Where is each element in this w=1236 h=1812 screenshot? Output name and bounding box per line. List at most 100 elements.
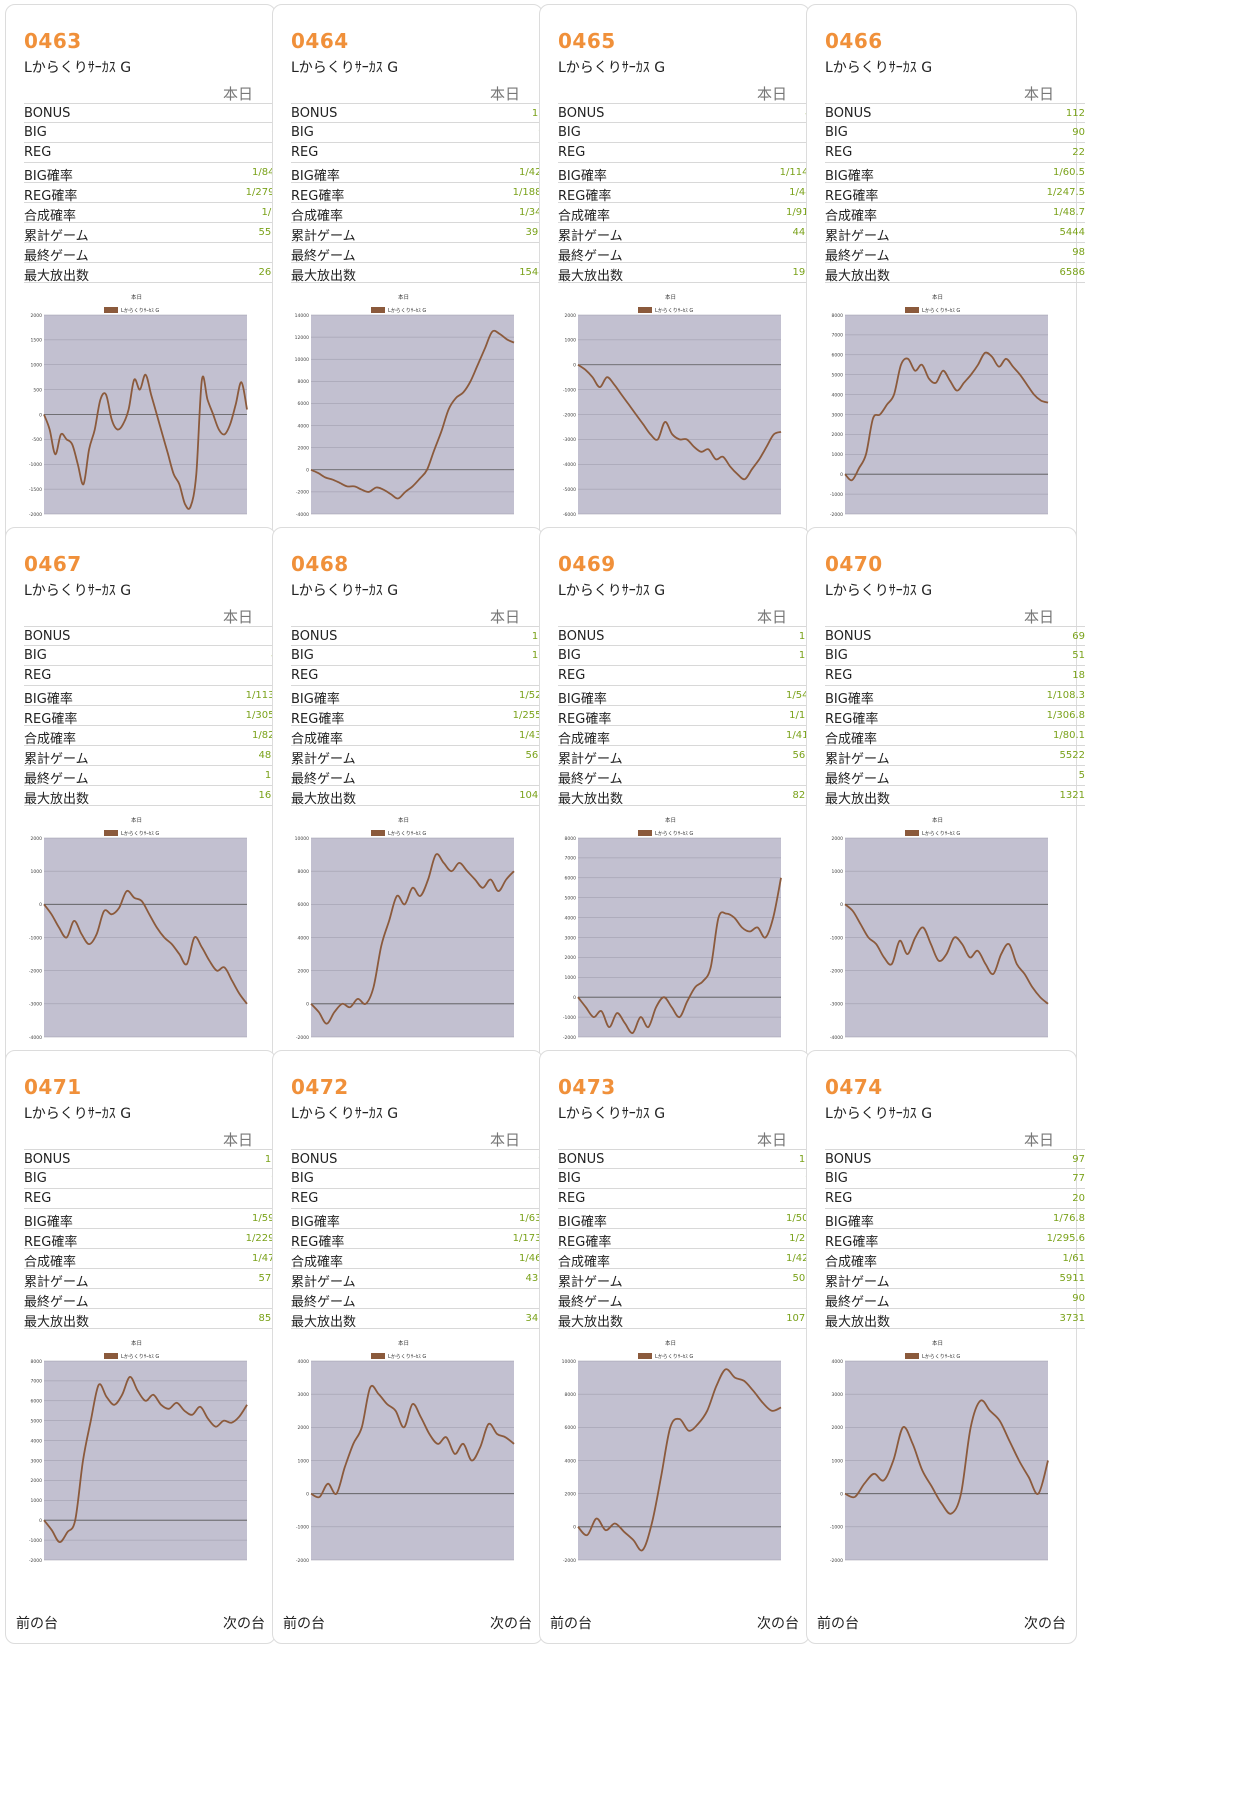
machine-number-link[interactable]: 0467 — [24, 552, 82, 576]
prev-machine-link[interactable]: 前の台 — [817, 1616, 859, 1632]
machine-number-link[interactable]: 0472 — [291, 1075, 349, 1099]
chart-title: 本日 — [932, 816, 943, 824]
stat-label: 累計ゲーム — [291, 229, 356, 244]
stat-label: BONUS — [291, 1152, 338, 1167]
stat-label: BIG確率 — [558, 1215, 607, 1230]
legend-swatch — [104, 830, 118, 836]
stat-row: 最大放出数 2685 — [24, 263, 284, 284]
next-machine-link[interactable]: 次の台 — [1024, 1616, 1066, 1632]
next-machine-link[interactable]: 次の台 — [490, 1616, 532, 1632]
y-tick-label: 2000 — [832, 432, 844, 438]
y-tick-label: 3000 — [298, 1392, 310, 1398]
y-tick-label: -4000 — [296, 512, 309, 516]
machine-number-link[interactable]: 0468 — [291, 552, 349, 576]
chart-svg: 本日 Lからくりｻｰｶｽ G 8000 7000 6000 5000 4000 3000 200… — [558, 814, 783, 1039]
stat-value: 6586 — [1059, 267, 1085, 278]
stat-row: 最大放出数 1995 — [558, 263, 818, 284]
stat-label: 合成確率 — [24, 209, 77, 224]
stats-table: BONUS130BIG108REG22 BIG確率 1/52.2 REG確率 1/255… — [291, 626, 551, 807]
y-tick-label: 8000 — [565, 1392, 577, 1398]
slump-chart: 本日 Lからくりｻｰｶｽ G 2000 1000 0 -1000 -2000 -3000 -40… — [558, 291, 818, 553]
machine-name: Lからくりｻｰｶｽ G — [291, 1106, 399, 1122]
stat-value: 3731 — [1059, 1313, 1085, 1324]
stat-label: REG — [558, 668, 586, 683]
stat-label: REG — [558, 1191, 586, 1206]
y-tick-label: 3000 — [565, 935, 577, 941]
stat-value: 1/47.1 — [252, 1253, 284, 1264]
slump-chart: 本日 Lからくりｻｰｶｽ G 10000 8000 6000 4000 2000 0 -2000 — [291, 814, 551, 1076]
next-machine-link[interactable]: 次の台 — [223, 1616, 265, 1632]
stat-row: REG確率 1/173.2 — [291, 1229, 551, 1250]
stat-row: BIG確率 1/108.3 — [825, 686, 1085, 707]
machine-number-link[interactable]: 0471 — [24, 1075, 82, 1099]
stat-row: BIG確率 1/113.6 — [24, 686, 284, 707]
stat-label: BIG — [825, 125, 848, 140]
prev-machine-link[interactable]: 前の台 — [283, 1616, 325, 1632]
y-tick-label: -6000 — [563, 512, 576, 516]
stat-label: BONUS — [24, 629, 71, 644]
y-tick-label: -1000 — [830, 492, 843, 498]
stat-row: BIG66 — [24, 123, 284, 143]
y-tick-label: -2000 — [830, 512, 843, 516]
prev-machine-link[interactable]: 前の台 — [16, 1616, 58, 1632]
period-header: 本日 — [756, 1131, 787, 1149]
stat-label: BONUS — [558, 1152, 605, 1167]
y-tick-label: -2000 — [29, 512, 42, 516]
stat-value: 1995 — [793, 267, 818, 278]
chart-title: 本日 — [932, 1339, 943, 1347]
stat-value: 1/446 — [789, 187, 818, 198]
machine-number-link[interactable]: 0469 — [558, 552, 616, 576]
stat-row: 合成確率 1/47.1 — [24, 1249, 284, 1270]
stat-row: 最終ゲーム 98 — [825, 243, 1085, 264]
machine-name: Lからくりｻｰｶｽ G — [825, 583, 933, 599]
stats-table: BONUS 112 BIG 90 REG 22 BIG確率 1/60.5 REG確率 1/247.… — [825, 103, 1085, 284]
machine-number-link[interactable]: 0465 — [558, 29, 616, 53]
stat-label: 最終ゲーム — [558, 772, 623, 787]
slump-chart: 本日 Lからくりｻｰｶｽ G 4000 3000 2000 1000 0 -1000 -2000 — [291, 1337, 551, 1599]
machine-number-link[interactable]: 0473 — [558, 1075, 616, 1099]
machine-number-link[interactable]: 0463 — [24, 29, 82, 53]
stat-label: BIG確率 — [825, 169, 874, 184]
stat-label: REG確率 — [24, 189, 78, 204]
machine-number-link[interactable]: 0470 — [825, 552, 883, 576]
chart-svg: 本日 Lからくりｻｰｶｽ G 2000 1000 0 -1000 -2000 -3000 -40… — [558, 291, 783, 516]
stat-value: 1/42.5 — [786, 1253, 818, 1264]
y-tick-label: 1500 — [31, 338, 43, 344]
stat-label: 最大放出数 — [291, 792, 357, 807]
stat-label: BIG確率 — [825, 692, 874, 707]
machine-number-link[interactable]: 0464 — [291, 29, 349, 53]
y-tick-label: 2000 — [298, 1425, 310, 1431]
prev-machine-link[interactable]: 前の台 — [550, 1616, 592, 1632]
chart-svg: 本日 Lからくりｻｰｶｽ G 2000 1500 1000 500 0 -500 -1000 -1… — [24, 291, 249, 516]
stat-row: 最大放出数 1670 — [24, 786, 284, 807]
stat-row: 合成確率 1/82.8 — [24, 726, 284, 747]
stat-label: REG確率 — [558, 189, 612, 204]
y-tick-label: 0 — [573, 1525, 576, 1531]
machine-number-link[interactable]: 0474 — [825, 1075, 883, 1099]
stat-row: REG21 — [291, 143, 551, 163]
y-tick-label: 2000 — [31, 836, 43, 842]
stat-row: 合成確率 1/41.8 — [558, 726, 818, 747]
stat-value: 1/173.2 — [512, 1233, 551, 1244]
machine-number-link[interactable]: 0466 — [825, 29, 883, 53]
stat-value: 1/50.7 — [786, 1213, 818, 1224]
machine-card: 0470 Lからくりｻｰｶｽ G 本日 BONUS 69 BIG 51 REG 18 BIG確率 1… — [806, 527, 1085, 1121]
slump-chart: 本日 Lからくりｻｰｶｽ G 2000 1000 0 -1000 -2000 -3000 -40… — [24, 814, 284, 1076]
stat-row: 累計ゲーム 4460 — [558, 223, 818, 244]
stat-row: REG25 — [291, 1189, 551, 1209]
stat-label: 最大放出数 — [291, 269, 357, 284]
stat-value: 1670 — [259, 790, 284, 801]
stat-label: 累計ゲーム — [825, 752, 890, 767]
stat-label: 最大放出数 — [558, 269, 624, 284]
y-tick-label: 2000 — [565, 1491, 577, 1497]
chart-title: 本日 — [398, 293, 409, 301]
stat-row: 合成確率 1/46.6 — [291, 1249, 551, 1270]
chart-svg: 本日 Lからくりｻｰｶｽ G 4000 3000 2000 1000 0 -1000 -2000 — [291, 1337, 516, 1562]
period-header: 本日 — [756, 85, 787, 103]
next-machine-link[interactable]: 次の台 — [757, 1616, 799, 1632]
series-line — [43, 1376, 248, 1543]
stat-value: 1/229.5 — [245, 1233, 284, 1244]
y-tick-label: 1000 — [298, 1458, 310, 1464]
